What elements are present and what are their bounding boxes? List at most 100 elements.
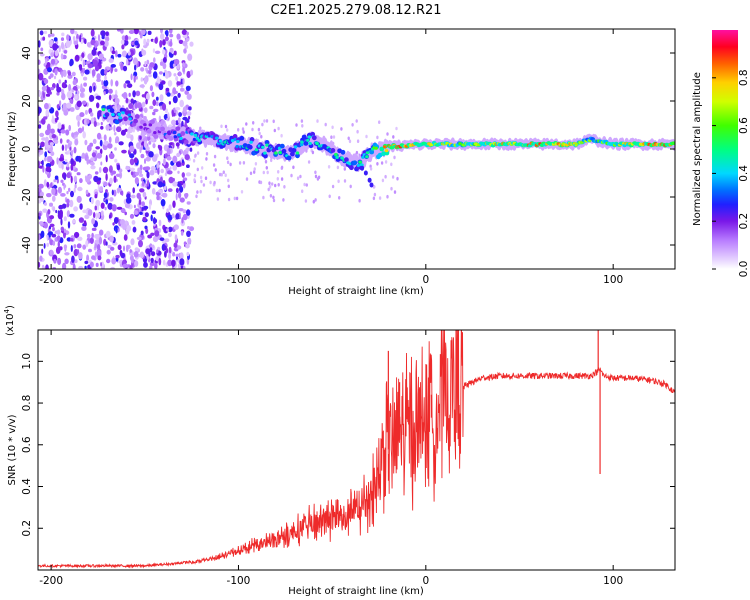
noise-speckle	[266, 170, 269, 175]
noise-speckle	[257, 127, 261, 132]
noise-speckle	[160, 33, 165, 40]
noise-speckle	[147, 30, 152, 35]
noise-speckle	[71, 149, 74, 156]
noise-speckle	[133, 157, 138, 164]
noise-speckle	[300, 119, 304, 123]
ridge-core	[340, 149, 346, 155]
noise-speckle	[264, 159, 268, 164]
noise-speckle	[199, 126, 202, 131]
noise-speckle	[113, 94, 118, 99]
noise-speckle	[124, 128, 128, 132]
noise-speckle	[95, 262, 99, 267]
noise-speckle	[172, 63, 176, 68]
noise-speckle	[84, 214, 90, 220]
noise-speckle	[184, 193, 188, 199]
noise-speckle	[182, 78, 185, 85]
noise-speckle	[71, 132, 75, 138]
ridge-core	[349, 165, 354, 171]
noise-speckle	[166, 208, 169, 213]
noise-speckle	[87, 53, 93, 61]
noise-speckle	[356, 139, 360, 143]
noise-speckle	[172, 90, 178, 95]
noise-speckle	[182, 106, 187, 113]
noise-speckle	[182, 209, 187, 214]
noise-speckle	[178, 208, 184, 212]
ridge-core	[352, 160, 358, 166]
noise-speckle	[116, 206, 123, 210]
noise-speckle	[126, 58, 129, 66]
noise-speckle	[106, 258, 111, 264]
noise-speckle	[282, 198, 285, 202]
noise-speckle	[79, 178, 83, 184]
noise-speckle	[89, 261, 94, 268]
noise-speckle	[63, 216, 67, 222]
noise-speckle	[186, 31, 190, 36]
ridge-core	[281, 148, 287, 154]
noise-speckle	[147, 180, 150, 187]
snr-ytick-label: 0.8	[21, 395, 33, 412]
spectrogram-ylabel: Frequency (Hz)	[7, 111, 18, 187]
noise-speckle	[151, 244, 155, 249]
noise-speckle	[134, 247, 139, 252]
noise-speckle	[73, 206, 78, 212]
noise-speckle	[235, 196, 239, 201]
noise-speckle	[116, 164, 121, 171]
noise-speckle	[91, 232, 94, 239]
noise-speckle	[56, 229, 61, 236]
noise-speckle	[66, 191, 69, 195]
noise-speckle	[66, 102, 72, 109]
noise-speckle	[183, 48, 187, 54]
noise-speckle	[175, 142, 180, 147]
noise-speckle	[141, 181, 145, 187]
noise-speckle	[113, 175, 117, 183]
noise-speckle	[172, 155, 178, 164]
noise-speckle	[312, 199, 315, 204]
noise-speckle	[175, 76, 179, 81]
noise-speckle	[175, 192, 178, 201]
noise-speckle	[54, 49, 59, 57]
noise-speckle	[144, 61, 147, 67]
noise-speckle	[103, 79, 109, 87]
noise-speckle	[176, 152, 181, 158]
noise-speckle	[101, 261, 104, 268]
noise-speckle	[79, 92, 84, 98]
noise-speckle	[138, 30, 141, 35]
noise-speckle	[205, 152, 209, 156]
noise-speckle	[168, 246, 172, 254]
noise-speckle	[172, 200, 176, 208]
noise-speckle	[373, 192, 377, 197]
noise-speckle	[40, 47, 44, 52]
ridge-peak	[315, 141, 319, 146]
noise-speckle	[86, 157, 89, 165]
ridge-peak	[356, 163, 361, 168]
noise-speckle	[108, 214, 111, 219]
noise-speckle	[141, 94, 146, 98]
noise-speckle	[163, 158, 166, 164]
noise-speckle	[112, 222, 115, 226]
noise-speckle	[45, 109, 50, 117]
noise-speckle	[183, 177, 188, 181]
noise-speckle	[38, 233, 41, 241]
noise-speckle	[272, 198, 276, 203]
noise-speckle	[108, 165, 113, 173]
noise-speckle	[390, 162, 393, 167]
noise-speckle	[100, 125, 104, 130]
noise-speckle	[141, 101, 146, 108]
noise-speckle	[47, 209, 51, 215]
noise-speckle	[127, 51, 131, 56]
noise-speckle	[316, 177, 320, 181]
noise-speckle	[153, 108, 159, 113]
noise-speckle	[122, 65, 128, 72]
noise-speckle	[376, 162, 379, 166]
noise-speckle	[67, 71, 72, 76]
noise-speckle	[68, 187, 71, 192]
noise-speckle	[132, 90, 136, 98]
noise-speckle	[39, 132, 45, 138]
noise-speckle	[186, 164, 190, 168]
noise-speckle	[49, 249, 54, 256]
noise-speckle	[85, 240, 89, 248]
noise-speckle	[104, 206, 107, 211]
noise-speckle	[91, 152, 96, 158]
noise-speckle	[63, 228, 67, 233]
noise-speckle	[83, 220, 87, 226]
